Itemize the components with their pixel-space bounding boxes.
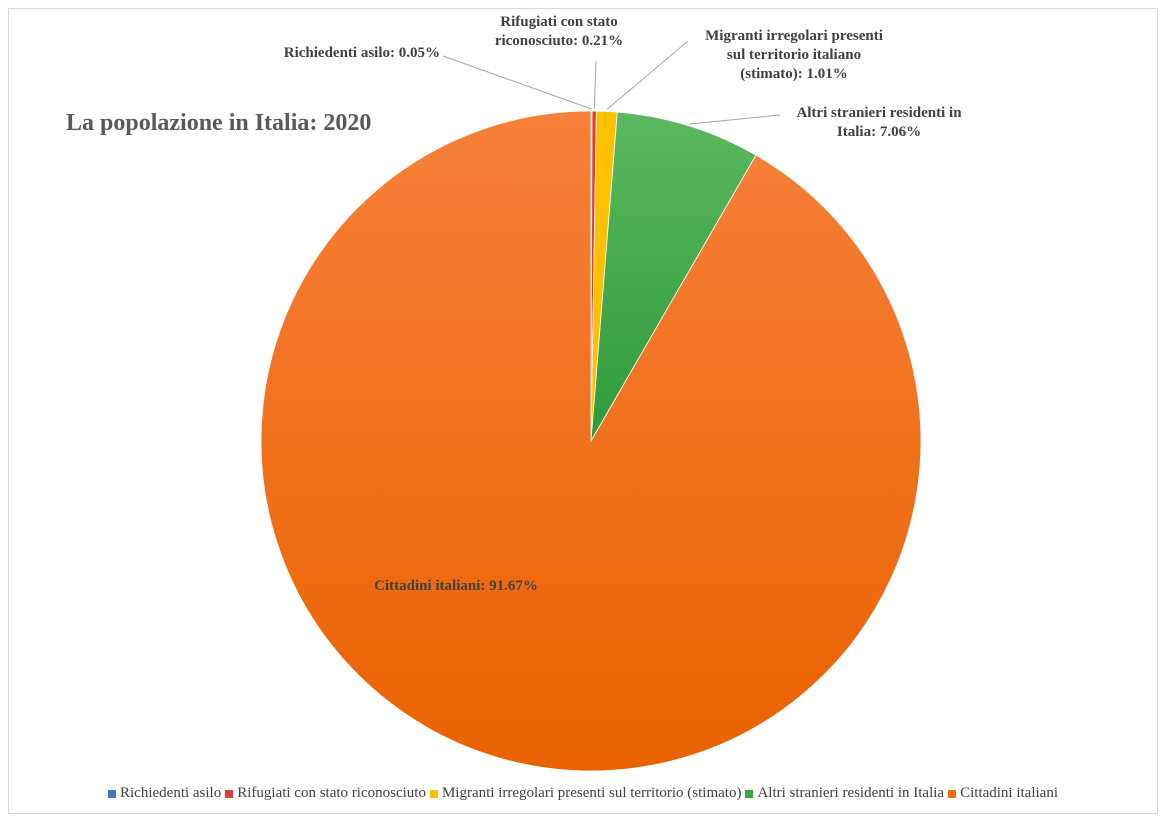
legend: Richiedenti asilo Rifugiati con stato ric… (0, 785, 1166, 803)
legend-item-richiedenti-asilo: Richiedenti asilo (108, 785, 221, 802)
legend-swatch (948, 789, 957, 798)
legend-item-altri-stranieri-residenti-in-italia: Altri stranieri residenti in Italia (745, 785, 944, 802)
slice-altri-stranieri-residenti-in-italia (590, 111, 757, 442)
leader-line-altri-stranieri-residenti-in-italia (689, 114, 781, 125)
data-label-altri-stranieri-residenti-in-italia: Altri stranieri residenti in Italia: 7.06… (796, 105, 962, 140)
legend-label: Cittadini italiani (960, 785, 1058, 801)
leader-line-migranti-irregolari-presenti-sul-territorio-stimato (606, 40, 689, 110)
slice-cittadini-italiani (260, 110, 922, 772)
legend-swatch (429, 789, 438, 798)
legend-item-cittadini-italiani: Cittadini italiani (948, 785, 1058, 802)
legend-swatch (225, 789, 234, 798)
legend-swatch (745, 789, 754, 798)
data-label-cittadini-italiani: Cittadini italiani: 91.67% (374, 578, 538, 594)
data-label-migranti-irregolari-presenti-sul-territorio-stimato: Migranti irregolari presenti sul territor… (705, 28, 883, 82)
legend-swatch (108, 789, 116, 798)
data-label-richiedenti-asilo: Richiedenti asilo: 0.05% (284, 45, 440, 61)
legend-label: Richiedenti asilo (120, 785, 222, 801)
legend-item-rifugiati-con-stato-riconosciuto: Rifugiati con stato riconosciuto (225, 785, 426, 802)
chart-title: La popolazione in Italia: 2020 (66, 110, 372, 136)
legend-label: Rifugiati con stato riconosciuto (237, 785, 426, 801)
leader-line-richiedenti-asilo (442, 55, 592, 110)
legend-label: Altri stranieri residenti in Italia (757, 785, 945, 801)
legend-item-migranti-irregolari-presenti-sul-territorio-stimato: Migranti irregolari presenti sul territo… (429, 785, 742, 802)
legend-label: Migranti irregolari presenti sul territo… (441, 785, 742, 801)
leader-line-rifugiati-con-stato-riconosciuto (593, 60, 597, 110)
data-label-rifugiati-con-stato-riconosciuto: Rifugiati con stato riconosciuto: 0.21% (495, 14, 623, 49)
